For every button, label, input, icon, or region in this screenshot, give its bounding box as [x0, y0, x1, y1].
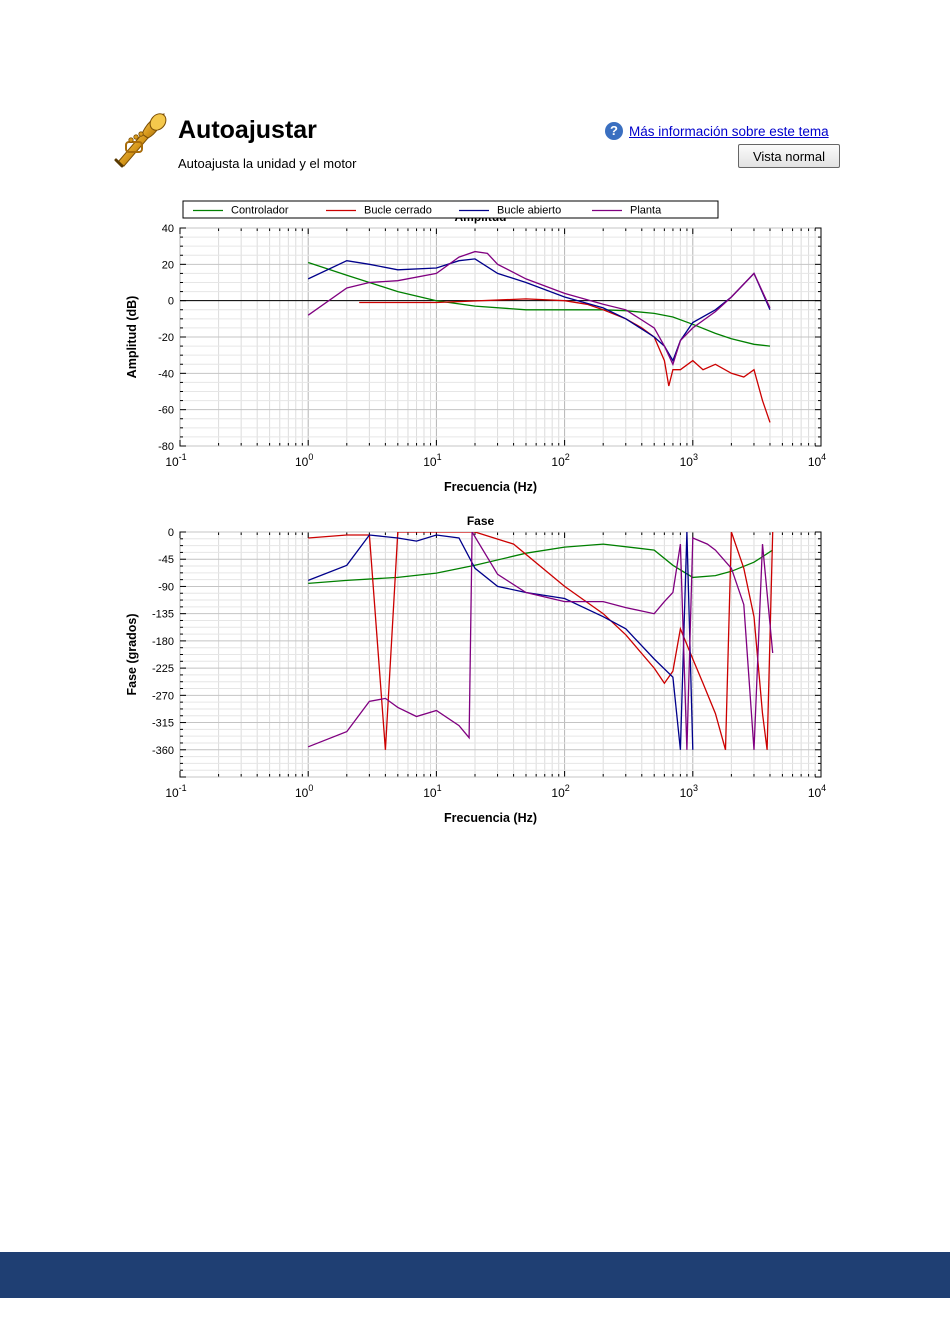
x-tick-base: 10 — [680, 455, 694, 469]
y-tick-label: 0 — [168, 527, 174, 539]
x-tick-exponent: 1 — [437, 452, 442, 462]
amplitude-chart-svg: Amplitud40200-20-40-60-8010-110010110210… — [125, 200, 826, 494]
series-line-bucle-cerrado — [359, 298, 771, 423]
series-line-planta — [307, 532, 774, 750]
y-tick-label: -90 — [158, 581, 174, 593]
y-tick-label: -315 — [152, 718, 174, 730]
x-tick-exponent: 3 — [693, 452, 698, 462]
y-tick-label: -360 — [152, 745, 174, 757]
series-line-controlador — [308, 543, 774, 585]
page-title: Autoajustar — [178, 116, 317, 144]
page-subtitle: Autoajusta la unidad y el motor — [178, 156, 357, 171]
page-header: Autoajustar Autoajusta la unidad y el mo… — [112, 110, 847, 180]
series-line-planta — [307, 250, 771, 367]
y-tick-label: 20 — [162, 259, 174, 271]
y-tick-label: -20 — [158, 332, 174, 344]
x-tick-base: 10 — [551, 455, 565, 469]
x-tick-label: 10-1 — [165, 783, 186, 800]
x-tick-exponent: 2 — [565, 783, 570, 793]
x-tick-exponent: 0 — [308, 452, 313, 462]
x-tick-base: 10 — [808, 786, 822, 800]
x-tick-base: 10 — [423, 455, 437, 469]
y-tick-label: -80 — [158, 441, 174, 453]
x-tick-label: 102 — [551, 783, 569, 800]
x-axis-label: Frecuencia (Hz) — [444, 811, 537, 825]
normal-view-button[interactable]: Vista normal — [738, 144, 840, 168]
x-tick-base: 10 — [165, 455, 179, 469]
x-tick-base: 10 — [165, 786, 179, 800]
y-tick-label: -45 — [158, 554, 174, 566]
y-axis-label: Fase (grados) — [125, 614, 139, 696]
x-tick-label: 104 — [808, 783, 826, 800]
legend-label-bucle-abierto: Bucle abierto — [497, 205, 561, 217]
y-tick-label: -60 — [158, 405, 174, 417]
x-tick-exponent: 4 — [821, 452, 826, 462]
chart-title: Fase — [467, 514, 495, 528]
x-tick-label: 101 — [423, 452, 441, 469]
x-tick-base: 10 — [295, 455, 309, 469]
x-tick-label: 10-1 — [165, 452, 186, 469]
series-line-bucle-abierto — [307, 258, 771, 363]
y-tick-label: -135 — [152, 609, 174, 621]
x-tick-exponent: -1 — [179, 452, 187, 462]
x-tick-base: 10 — [680, 786, 694, 800]
x-tick-label: 103 — [680, 452, 698, 469]
footer-bar — [0, 1252, 950, 1298]
x-tick-exponent: 4 — [821, 783, 826, 793]
help-link[interactable]: ? Más información sobre este tema — [605, 122, 829, 140]
question-icon[interactable]: ? — [605, 122, 623, 140]
x-tick-label: 100 — [295, 452, 313, 469]
x-tick-exponent: 1 — [437, 783, 442, 793]
x-tick-label: 102 — [551, 452, 569, 469]
x-tick-label: 104 — [808, 452, 826, 469]
y-axis-label: Amplitud (dB) — [125, 296, 139, 379]
x-tick-label: 103 — [680, 783, 698, 800]
x-tick-exponent: 0 — [308, 783, 313, 793]
amplitude-chart: Amplitud40200-20-40-60-8010-110010110210… — [120, 180, 840, 510]
x-tick-exponent: -1 — [179, 783, 187, 793]
y-tick-label: -225 — [152, 663, 174, 675]
series-line-bucle-cerrado — [308, 532, 774, 750]
y-tick-label: -40 — [158, 368, 174, 380]
series-line-bucle-abierto — [307, 532, 694, 750]
legend-label-controlador: Controlador — [231, 205, 289, 217]
x-tick-base: 10 — [551, 786, 565, 800]
y-tick-label: 0 — [168, 296, 174, 308]
x-tick-exponent: 3 — [693, 783, 698, 793]
legend-box — [182, 200, 719, 219]
y-tick-label: 40 — [162, 223, 174, 235]
x-axis-label: Frecuencia (Hz) — [444, 480, 537, 494]
x-tick-base: 10 — [423, 786, 437, 800]
x-tick-exponent: 2 — [565, 452, 570, 462]
x-tick-base: 10 — [808, 455, 822, 469]
y-tick-label: -180 — [152, 636, 174, 648]
trumpet-icon — [114, 113, 167, 168]
x-tick-base: 10 — [295, 786, 309, 800]
y-tick-label: -270 — [152, 690, 174, 702]
x-tick-label: 100 — [295, 783, 313, 800]
help-link-text[interactable]: Más información sobre este tema — [629, 123, 829, 139]
legend-label-planta: Planta — [630, 205, 662, 217]
legend-label-bucle-cerrado: Bucle cerrado — [364, 205, 432, 217]
x-tick-label: 101 — [423, 783, 441, 800]
phase-chart: Fase 0 -45 -90 -135 -180 -225 -270 -315 -360 10-1 1… — [120, 512, 840, 842]
